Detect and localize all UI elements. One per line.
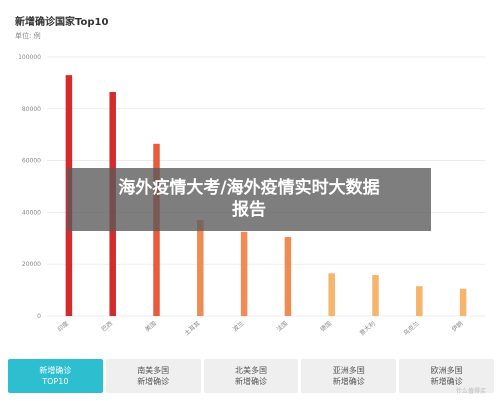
overlay-line-1: 海外疫情大考/海外疫情实时大数据 xyxy=(118,178,380,198)
tab-north-america[interactable]: 北美多国 新增确诊 xyxy=(203,359,299,393)
x-tick-label: 印度 xyxy=(56,319,70,333)
tab-europe[interactable]: 欧洲多国 新增确诊 xyxy=(399,359,494,393)
tab-south-america[interactable]: 南美多国 新增确诊 xyxy=(105,359,201,393)
tab-label: 亚洲多国 xyxy=(332,366,365,375)
y-tick-label: 60000 xyxy=(22,158,41,165)
bar[interactable] xyxy=(240,231,248,316)
bar[interactable] xyxy=(416,286,423,316)
title-overlay: 海外疫情大考/海外疫情实时大数据 报告 xyxy=(67,168,431,231)
region-tabs: 新增确诊 TOP10 南美多国 新增确诊 北美多国 新增确诊 亚洲多国 新增确诊… xyxy=(8,359,494,393)
chart-title: 新增确诊国家Top10 xyxy=(15,17,109,28)
tab-sublabel: 新增确诊 xyxy=(332,377,365,386)
bar[interactable] xyxy=(197,220,204,316)
bar[interactable] xyxy=(284,237,292,316)
x-tick-label: 波兰 xyxy=(231,319,245,333)
tab-label: 南美多国 xyxy=(137,366,170,375)
tab-sublabel: 新增确诊 xyxy=(234,377,267,386)
bar[interactable] xyxy=(372,275,379,316)
tab-sublabel: 新增确诊 xyxy=(430,377,463,386)
x-tick-label: 乌克兰 xyxy=(402,319,421,337)
bar[interactable] xyxy=(328,273,335,316)
x-tick-label: 土耳其 xyxy=(183,319,202,337)
y-tick-label: 20000 xyxy=(22,261,41,268)
x-tick-label: 美国 xyxy=(143,319,157,333)
x-tick-label: 意大利 xyxy=(358,319,377,337)
x-tick-label: 巴西 xyxy=(100,320,114,333)
tab-sublabel: TOP10 xyxy=(42,377,69,386)
x-tick-label: 伊朗 xyxy=(450,319,464,333)
tab-label: 欧洲多国 xyxy=(430,366,463,375)
x-tick-label: 德国 xyxy=(319,319,333,333)
unit-label: 单位: 例 xyxy=(15,32,41,40)
x-tick-label: 法国 xyxy=(275,319,289,333)
y-tick-label: 100000 xyxy=(18,54,41,61)
y-tick-label: 40000 xyxy=(22,209,41,216)
y-tick-label: 0 xyxy=(37,313,41,320)
y-tick-label: 80000 xyxy=(22,106,41,113)
tab-asia[interactable]: 亚洲多国 新增确诊 xyxy=(301,359,397,393)
watermark-text: 什么值得买 xyxy=(455,388,486,395)
overlay-line-2: 报告 xyxy=(232,200,266,220)
tab-sublabel: 新增确诊 xyxy=(137,377,170,386)
tab-label: 新增确诊 xyxy=(39,366,72,375)
tab-label: 北美多国 xyxy=(234,366,267,375)
bar[interactable] xyxy=(459,288,467,316)
tab-top10[interactable]: 新增确诊 TOP10 xyxy=(8,359,103,393)
